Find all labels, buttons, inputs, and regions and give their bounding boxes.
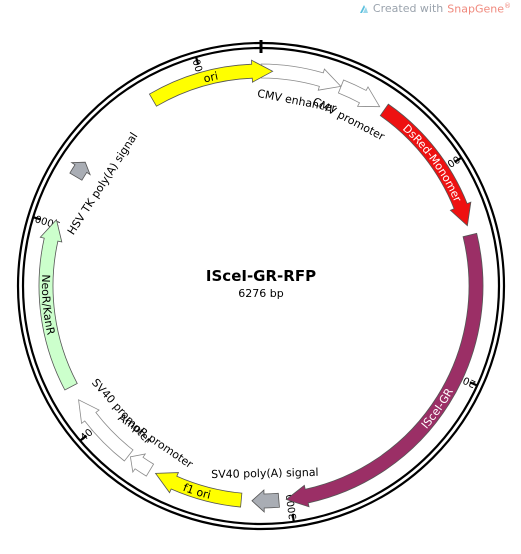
- tick-mark-6000: [195, 56, 200, 66]
- tick-mark-1000: [454, 156, 463, 163]
- feature-arcs: [38, 59, 484, 513]
- tick-mark-3000: [291, 513, 295, 522]
- watermark-brand: SnapGene®: [447, 2, 511, 16]
- feature-arc-iscei-gr[interactable]: [285, 232, 484, 508]
- feature-arc-cmv-promoter[interactable]: [337, 79, 381, 108]
- backbone-outer-ring: [16, 41, 506, 531]
- feature-label-sv40-polya: SV40 poly(A) signal: [211, 466, 319, 481]
- feature-arc-cmv-enhancer[interactable]: [260, 63, 342, 91]
- tick-mark-5000: [32, 216, 42, 221]
- feature-arc-f1-ori[interactable]: [154, 472, 243, 508]
- feature-arc-ampr-promoter[interactable]: [129, 453, 155, 477]
- feature-label-iscei-gr: ISceI-GR: [419, 386, 456, 432]
- feature-label-neor-kanr: NeoR/KanR: [39, 274, 57, 336]
- feature-arc-neor-kanr[interactable]: [38, 218, 78, 391]
- backbone-inner-ring: [21, 46, 501, 526]
- tick-mark-2000: [469, 381, 478, 387]
- feature-arc-sv40-polya[interactable]: [251, 489, 280, 513]
- snapgene-watermark: Created with SnapGene®: [359, 2, 511, 16]
- plasmid-name: ISceI-GR-RFP: [206, 267, 316, 285]
- feature-arc-sv40-promoter[interactable]: [78, 399, 134, 462]
- snapgene-logo-icon: [359, 4, 368, 13]
- feature-arc-ori[interactable]: [148, 59, 274, 107]
- watermark-prefix: Created with: [372, 2, 444, 16]
- feature-arc-hsv-polya[interactable]: [69, 161, 91, 181]
- plasmid-length: 6276 bp: [238, 287, 283, 300]
- feature-arc-dsred[interactable]: [379, 103, 472, 227]
- tick-mark-4000: [79, 434, 87, 442]
- feature-label-hsv-polya: HSV TK poly(A) signal: [65, 130, 141, 237]
- feature-label-ori: ori: [202, 70, 219, 86]
